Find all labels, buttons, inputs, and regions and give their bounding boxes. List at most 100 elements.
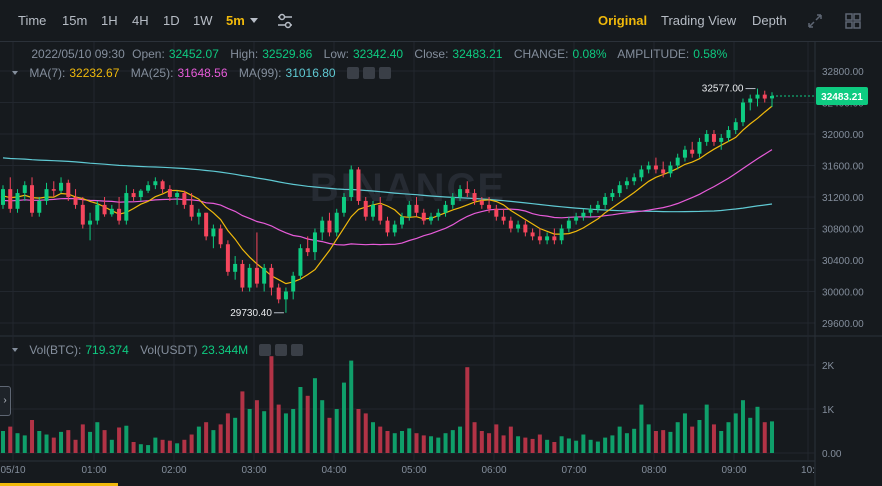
interval-dropdown[interactable]: 5m [226,13,258,28]
ma-settings-icon[interactable] [362,66,375,79]
candle-body [472,193,477,201]
candle-body [704,134,709,142]
interval-time[interactable]: Time [18,13,47,28]
grid-layout-icon[interactable] [844,12,862,35]
volume-bar [341,382,346,453]
volume-bar [124,425,129,453]
interval-15m[interactable]: 15m [62,13,88,28]
candle-body [740,102,745,123]
volume-bar [51,437,56,453]
volume-bar [653,431,658,453]
volume-bar [682,413,687,453]
volume-bar [508,426,513,453]
volume-bar [349,360,354,453]
candle-body [254,267,259,284]
candle-body [552,236,557,241]
time-tick-label: 03:00 [241,465,266,476]
open-value: 32452.07 [168,47,219,61]
candle-body [762,94,767,99]
volume-bar [740,400,745,453]
candle-body [508,220,513,229]
candle-body [719,137,724,142]
volume-bar [225,413,230,453]
interval-4h[interactable]: 4H [132,13,149,28]
vol-visibility-icon[interactable] [259,343,272,356]
volume-bar [719,431,724,453]
vol-settings-icon[interactable] [275,343,288,356]
candle-body [182,193,187,205]
candle-body [588,208,593,213]
candle-body [624,181,629,186]
candle-body [646,165,651,170]
view-trading-view[interactable]: Trading View [661,13,737,28]
ma25-value: 31648.56 [177,66,228,80]
volume-bar [356,409,361,453]
volume-bar [581,434,586,453]
candle-body [327,220,332,233]
volume-bar [80,424,85,453]
candle-body [610,193,615,197]
vol-close-icon[interactable] [291,343,304,356]
ma25-label: MA(25): [130,66,174,80]
candle-body [102,204,107,215]
volume-bar [603,437,608,453]
candle-body [276,287,281,300]
expand-icon[interactable] [806,12,824,35]
close-label: Close: [414,47,449,61]
indicator-settings-icon[interactable] [276,12,294,35]
volume-bar [392,433,397,453]
volume-bar [291,409,296,453]
collapse-volume-icon[interactable] [12,347,18,352]
candle-body [421,212,426,221]
high-marker-label: 32577.00 [702,84,744,95]
volume-tick-label: 2K [822,361,835,372]
candle-body [175,193,180,197]
ma-close-icon[interactable] [378,66,391,79]
candle-body [450,197,455,205]
candle-body [59,182,64,191]
candle-body [617,185,622,194]
interval-1h[interactable]: 1H [101,13,118,28]
price-tick-label: 32800.00 [822,67,864,78]
last-price-label: 32483.21 [821,92,863,103]
volume-bar [131,442,136,453]
collapse-ma-icon[interactable] [12,70,18,75]
volume-bar [516,436,521,453]
ma25-line [2,149,773,246]
volume-bar [697,420,702,453]
expand-sidebar-button[interactable]: › [0,386,11,416]
volume-bar [247,409,252,453]
view-depth[interactable]: Depth [752,13,787,28]
ma-visibility-icon[interactable] [346,66,359,79]
candle-body [530,232,535,237]
candle-body [392,224,397,233]
price-tick-label: 30400.00 [822,256,864,267]
candle-body [8,189,13,209]
candle-body [581,212,586,217]
ma7-line [2,105,773,285]
price-tick-label: 30800.00 [822,225,864,236]
candle-body [44,189,49,201]
volume-bar [400,431,405,453]
candle-body [262,267,267,284]
open-label: Open: [132,47,165,61]
price-tick-label: 32000.00 [822,130,864,141]
ohlc-date: 2022/05/10 09:30 [31,47,125,61]
candle-body [30,185,35,213]
volume-bar [254,400,259,453]
volume-bar [95,422,100,453]
candle-body [117,208,122,221]
vol-usdt-value: 23.344M [201,343,249,357]
view-original[interactable]: Original [598,13,648,28]
vol-usdt-label: Vol(USDT) [140,343,198,357]
change-value: 0.08% [572,47,607,61]
candle-body [269,267,274,288]
volume-bar [153,437,158,453]
volume-bar [378,426,383,453]
interval-1d[interactable]: 1D [163,13,180,28]
volume-bar [574,440,579,453]
volume-bar [479,431,484,453]
interval-1w[interactable]: 1W [193,13,213,28]
candle-body [305,248,310,253]
